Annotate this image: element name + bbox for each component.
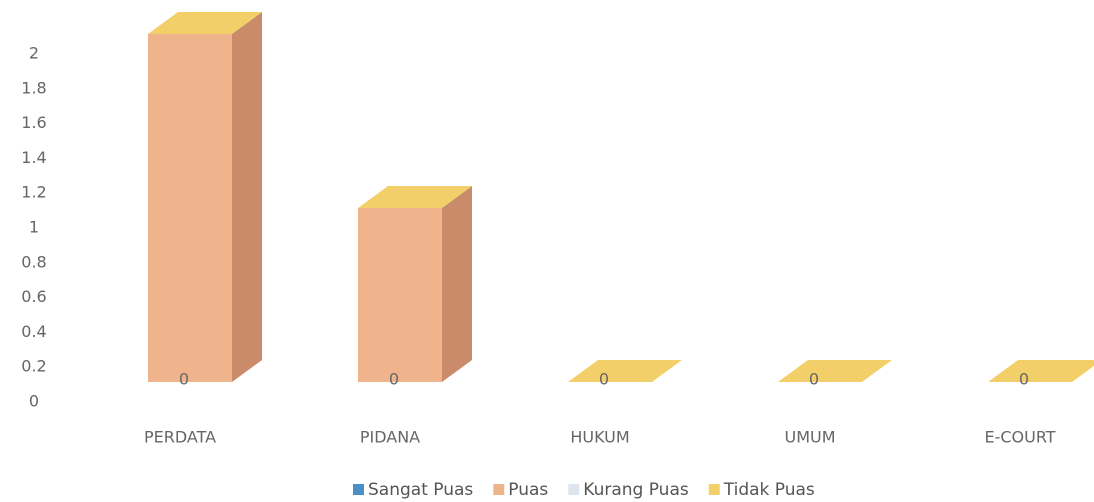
data-label: 0 xyxy=(599,370,609,389)
bar-top xyxy=(358,186,472,208)
bar-top xyxy=(568,360,682,382)
bar-top xyxy=(778,360,892,382)
legend-label: Puas xyxy=(508,480,548,500)
legend-swatch xyxy=(493,484,505,495)
data-label: 0 xyxy=(809,370,819,389)
data-label: 0 xyxy=(179,370,189,389)
y-tick-label: 2 xyxy=(29,44,39,63)
legend-swatch xyxy=(568,484,580,495)
y-tick-label: 0.2 xyxy=(21,357,46,376)
bar-front xyxy=(358,208,442,382)
y-tick-label: 0.6 xyxy=(21,287,46,306)
data-label: 0 xyxy=(1019,370,1029,389)
x-tick-label: HUKUM xyxy=(570,428,629,447)
y-tick-label: 0 xyxy=(29,392,39,411)
bar-front xyxy=(148,34,232,382)
legend-label: Sangat Puas xyxy=(368,480,473,500)
x-tick-label: PIDANA xyxy=(360,428,420,447)
legend-label: Kurang Puas xyxy=(583,480,689,500)
y-tick-label: 1.8 xyxy=(21,78,46,97)
data-label: 0 xyxy=(389,370,399,389)
legend-swatch xyxy=(353,484,364,495)
y-tick-label: 0.4 xyxy=(21,322,46,341)
x-tick-label: PERDATA xyxy=(144,428,216,447)
y-tick-label: 1.4 xyxy=(21,148,46,167)
bar-top xyxy=(148,12,262,34)
bar-top xyxy=(988,360,1094,382)
legend-label: Tidak Puas xyxy=(723,480,815,500)
y-tick-label: 1 xyxy=(29,218,39,237)
y-tick-label: 1.6 xyxy=(21,113,46,132)
bar-side xyxy=(442,186,472,382)
bar-side xyxy=(232,12,262,382)
legend-swatch xyxy=(708,484,720,495)
y-tick-label: 1.2 xyxy=(21,183,46,202)
y-tick-label: 0.8 xyxy=(21,252,46,271)
x-tick-label: UMUM xyxy=(784,428,835,447)
x-tick-label: E-COURT xyxy=(984,428,1055,447)
